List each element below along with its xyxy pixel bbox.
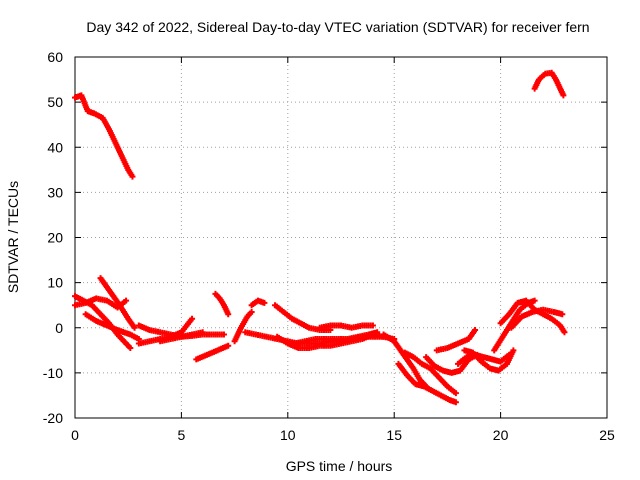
y-tick-label: 10 bbox=[47, 275, 63, 291]
y-tick-label: 60 bbox=[47, 49, 63, 65]
data-point bbox=[472, 327, 479, 334]
data-point bbox=[559, 311, 566, 318]
data-point bbox=[560, 92, 567, 99]
series-arc-d bbox=[82, 311, 142, 343]
x-axis-title: GPS time / hours bbox=[286, 458, 393, 474]
data-point bbox=[248, 308, 255, 315]
series-arc-o bbox=[316, 322, 376, 331]
x-tick-label: 20 bbox=[493, 427, 509, 443]
y-tick-label: -10 bbox=[43, 365, 63, 381]
data-point bbox=[189, 315, 196, 322]
series-arc-c bbox=[97, 275, 138, 331]
data-point bbox=[531, 297, 538, 304]
y-tick-label: 20 bbox=[47, 230, 63, 246]
y-tick-label: 0 bbox=[55, 320, 63, 336]
data-point bbox=[127, 345, 134, 352]
x-tick-label: 10 bbox=[280, 427, 296, 443]
series-arc-r bbox=[395, 360, 459, 406]
y-tick-label: -20 bbox=[43, 410, 63, 426]
data-point bbox=[452, 399, 459, 406]
x-tick-labels: 0 5 10 15 20 25 bbox=[71, 427, 615, 443]
y-tick-label: 50 bbox=[47, 94, 63, 110]
grid-lines bbox=[75, 57, 607, 418]
series-arc-k bbox=[248, 297, 268, 309]
data-point bbox=[225, 311, 232, 318]
series-arc-z bbox=[508, 306, 566, 331]
axis-ticks bbox=[74, 56, 608, 419]
data-point bbox=[129, 173, 136, 180]
data-point bbox=[374, 329, 381, 336]
series-arc-i bbox=[212, 290, 232, 318]
data-point bbox=[510, 347, 517, 354]
chart-title: Day 342 of 2022, Sidereal Day-to-day VTE… bbox=[86, 19, 589, 35]
series-arc-y bbox=[497, 297, 568, 336]
data-point bbox=[131, 324, 138, 331]
data-point bbox=[261, 299, 268, 306]
y-tick-labels: -20 -10 0 10 20 30 40 50 60 bbox=[43, 49, 63, 426]
series-arc-t bbox=[423, 351, 481, 376]
x-tick-label: 5 bbox=[178, 427, 186, 443]
series-arc-late-high bbox=[531, 69, 567, 99]
series-arc-p bbox=[291, 329, 381, 347]
series-arc-n bbox=[272, 302, 334, 334]
x-tick-label: 25 bbox=[599, 427, 615, 443]
data-point bbox=[561, 329, 568, 336]
x-tick-label: 0 bbox=[71, 427, 79, 443]
series-arc-s bbox=[401, 349, 459, 397]
series-arc-u bbox=[433, 327, 479, 354]
series-arc-j bbox=[231, 308, 255, 345]
series-arc-early-high bbox=[72, 92, 136, 180]
y-axis-title: SDTVAR / TECUs bbox=[5, 181, 21, 293]
y-tick-label: 40 bbox=[47, 139, 63, 155]
data-points bbox=[72, 69, 568, 406]
data-point bbox=[123, 297, 130, 304]
data-point bbox=[220, 331, 227, 338]
series-arc-w bbox=[455, 351, 513, 367]
data-point bbox=[369, 322, 376, 329]
series-arc-h bbox=[193, 342, 232, 363]
y-tick-label: 30 bbox=[47, 184, 63, 200]
x-tick-label: 15 bbox=[386, 427, 402, 443]
data-point bbox=[225, 342, 232, 349]
series-arc-g bbox=[157, 331, 227, 345]
data-point bbox=[452, 390, 459, 397]
series-arc-f bbox=[135, 315, 196, 347]
data-point bbox=[506, 351, 513, 358]
